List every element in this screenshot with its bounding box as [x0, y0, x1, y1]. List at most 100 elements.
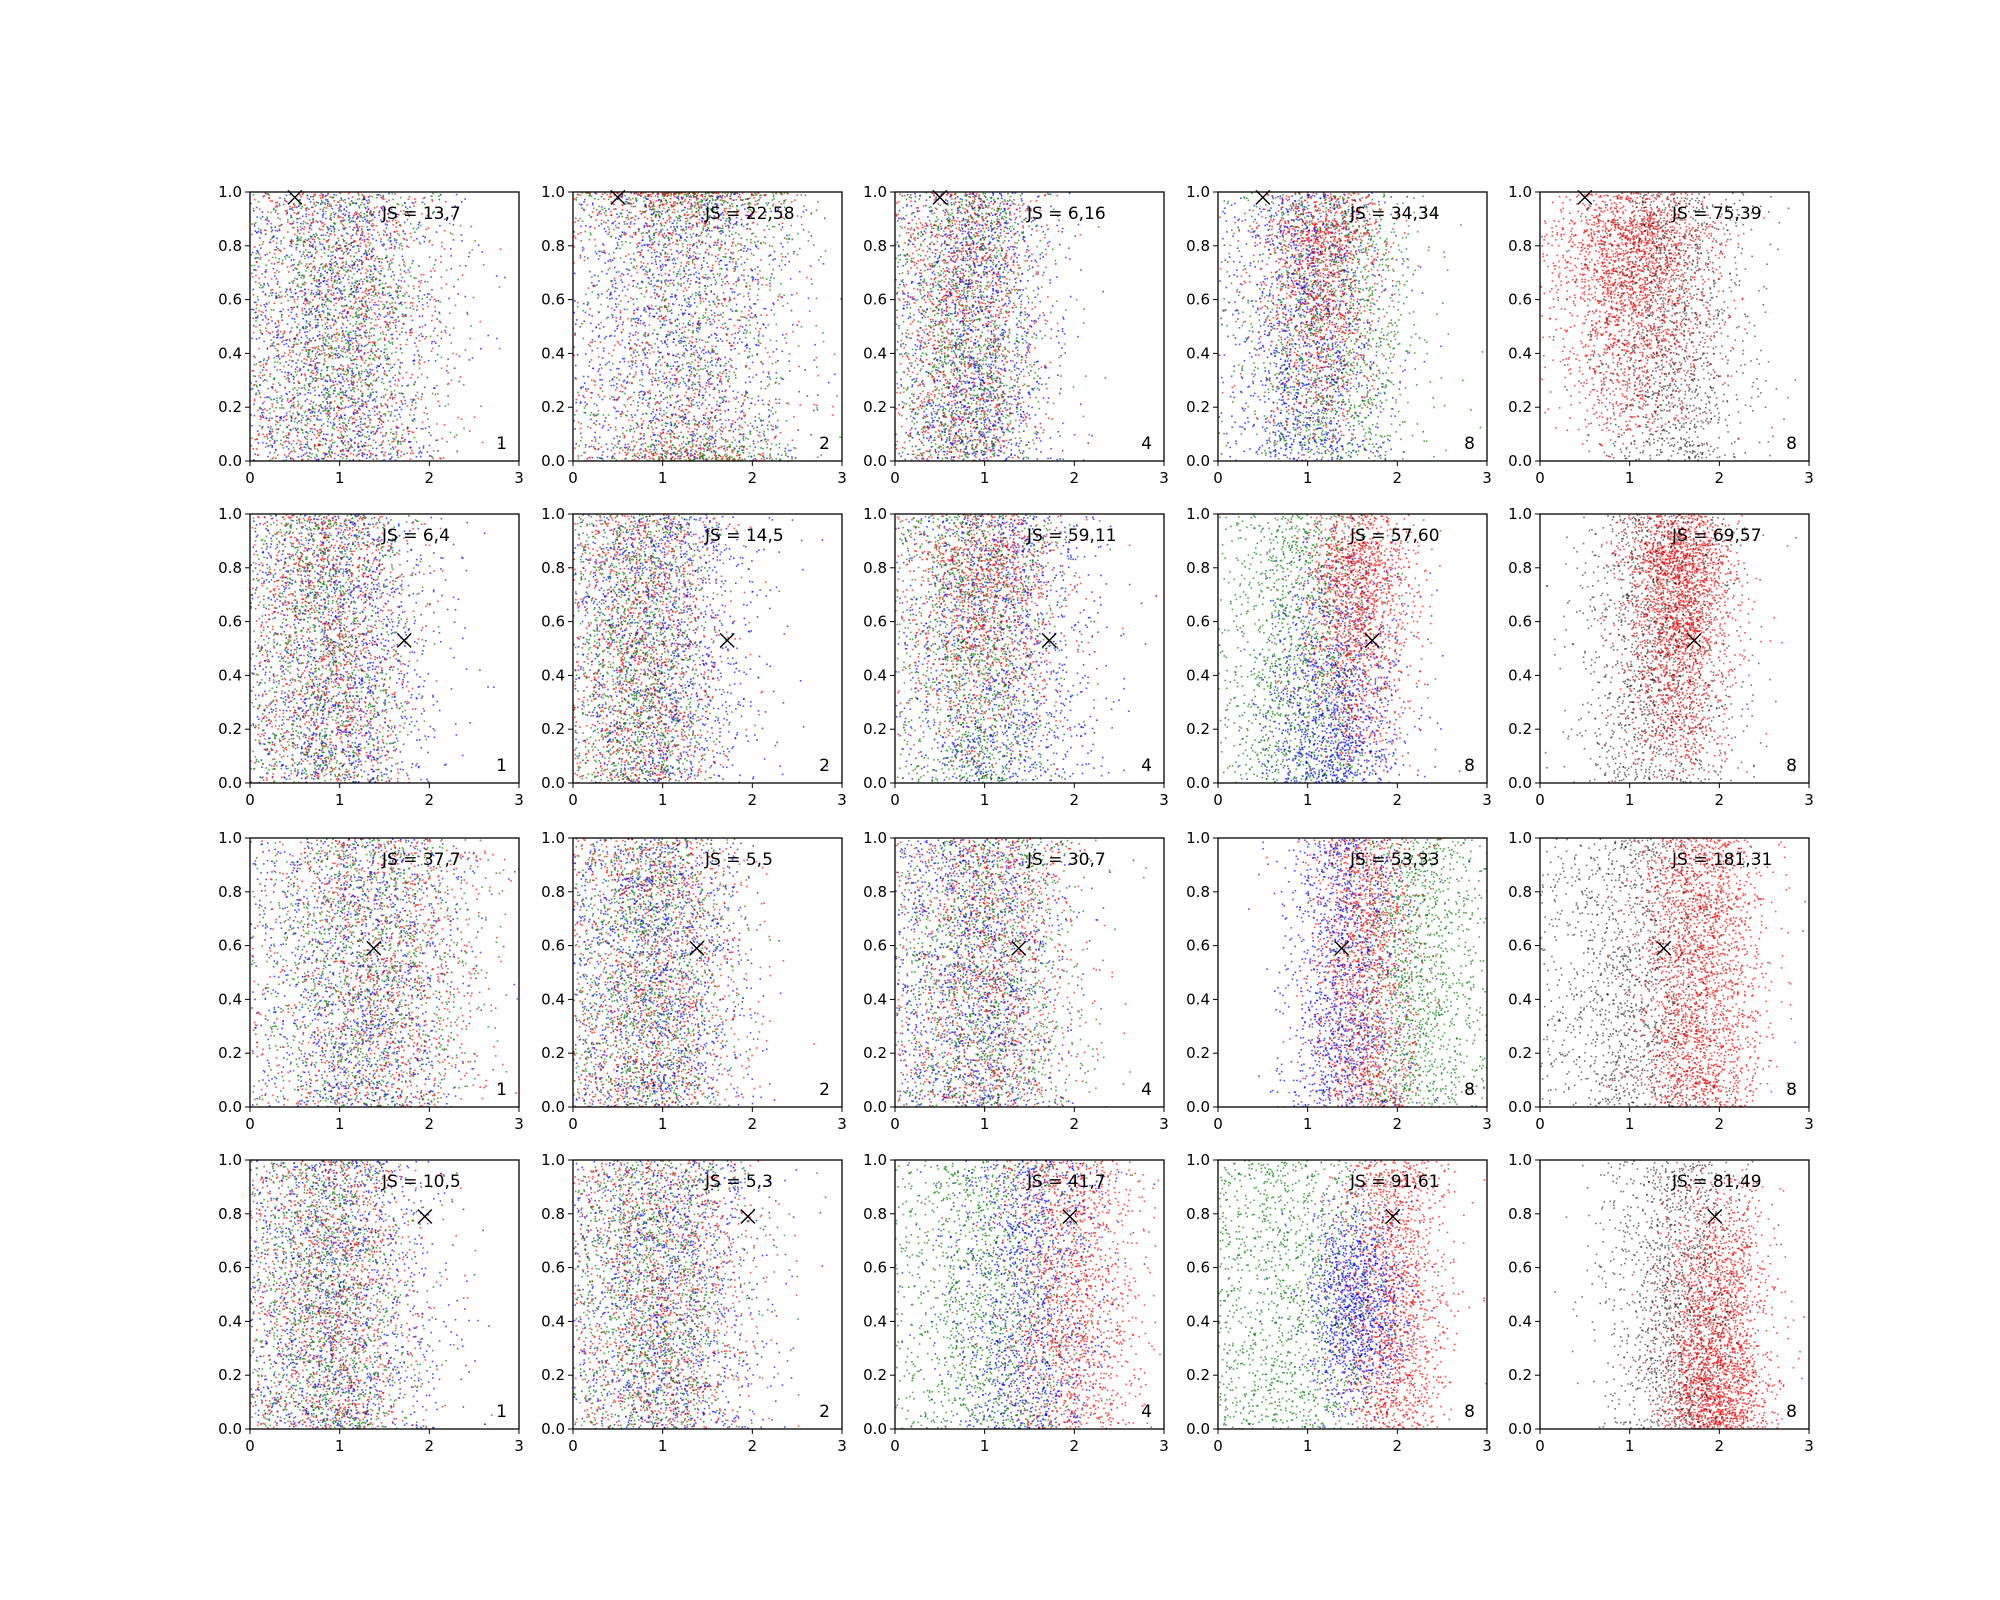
point-blue	[449, 334, 451, 336]
point-blue	[348, 384, 350, 386]
point-red	[254, 399, 256, 401]
point-red	[365, 244, 367, 246]
point-red	[294, 205, 296, 207]
point-green	[767, 225, 769, 227]
point-blue	[261, 416, 263, 418]
point-red	[326, 207, 328, 209]
point-red	[663, 266, 665, 268]
point-red	[286, 437, 288, 439]
point-blue	[685, 383, 687, 385]
point-red	[296, 316, 298, 318]
point-blue	[273, 399, 275, 401]
point-green	[371, 277, 373, 279]
point-blue	[396, 242, 398, 244]
point-green	[434, 264, 436, 266]
point-blue	[359, 246, 361, 248]
point-blue	[369, 222, 371, 224]
point-blue	[368, 338, 370, 340]
point-blue	[271, 435, 273, 437]
point-blue	[297, 229, 299, 231]
point-red	[271, 433, 273, 435]
point-green	[339, 333, 341, 335]
point-blue	[828, 382, 830, 384]
point-blue	[661, 419, 663, 421]
point-red	[372, 385, 374, 387]
point-green	[414, 419, 416, 421]
point-blue	[330, 225, 332, 227]
point-red	[283, 366, 285, 368]
point-blue	[258, 390, 260, 392]
point-red	[759, 436, 761, 438]
point-red	[423, 274, 425, 276]
point-blue	[303, 347, 305, 349]
point-blue	[700, 294, 702, 296]
point-red	[358, 398, 360, 400]
point-green	[371, 288, 373, 290]
point-green	[333, 353, 335, 355]
point-blue	[348, 349, 350, 351]
point-blue	[350, 405, 352, 407]
point-red	[469, 338, 471, 340]
point-blue	[318, 286, 320, 288]
point-red	[293, 344, 295, 346]
point-blue	[372, 431, 374, 433]
point-green	[357, 317, 359, 319]
point-red	[325, 263, 327, 265]
point-blue	[353, 338, 355, 340]
point-blue	[347, 340, 349, 342]
point-blue	[326, 401, 328, 403]
point-blue	[312, 337, 314, 339]
point-blue	[410, 330, 412, 332]
point-green	[445, 405, 447, 407]
point-green	[402, 295, 404, 297]
point-green	[385, 257, 387, 259]
point-red	[395, 302, 397, 304]
point-red	[307, 198, 309, 200]
point-green	[322, 401, 324, 403]
point-red	[733, 268, 735, 270]
point-red	[362, 413, 364, 415]
point-blue	[371, 348, 373, 350]
point-blue	[290, 215, 292, 217]
point-red	[300, 229, 302, 231]
point-green	[349, 226, 351, 228]
point-red	[577, 220, 579, 222]
point-green	[359, 374, 361, 376]
point-red	[288, 455, 290, 457]
point-red	[421, 356, 423, 358]
point-red	[411, 450, 413, 452]
point-green	[364, 213, 366, 215]
point-blue	[652, 411, 654, 413]
point-red	[358, 343, 360, 345]
point-red	[371, 299, 373, 301]
point-blue	[743, 402, 745, 404]
point-blue	[340, 210, 342, 212]
point-green	[396, 419, 398, 421]
point-green	[781, 253, 783, 255]
point-red	[377, 232, 379, 234]
point-green	[355, 316, 357, 318]
point-red	[305, 265, 307, 267]
point-blue	[372, 392, 374, 394]
point-green	[266, 264, 268, 266]
point-green	[361, 429, 363, 431]
point-blue	[391, 456, 393, 458]
point-green	[282, 431, 284, 433]
point-blue	[320, 378, 322, 380]
point-red	[473, 297, 475, 299]
point-blue	[252, 252, 254, 254]
point-blue	[401, 385, 403, 387]
point-green	[450, 432, 452, 434]
point-blue	[289, 245, 291, 247]
point-green	[345, 331, 347, 333]
point-red	[316, 346, 318, 348]
point-red	[705, 312, 707, 314]
point-blue	[456, 194, 458, 196]
point-green	[314, 236, 316, 238]
point-blue	[327, 328, 329, 330]
point-blue	[804, 369, 806, 371]
point-green	[730, 194, 732, 196]
point-red	[383, 198, 385, 200]
point-green	[373, 458, 375, 460]
point-green	[303, 245, 305, 247]
